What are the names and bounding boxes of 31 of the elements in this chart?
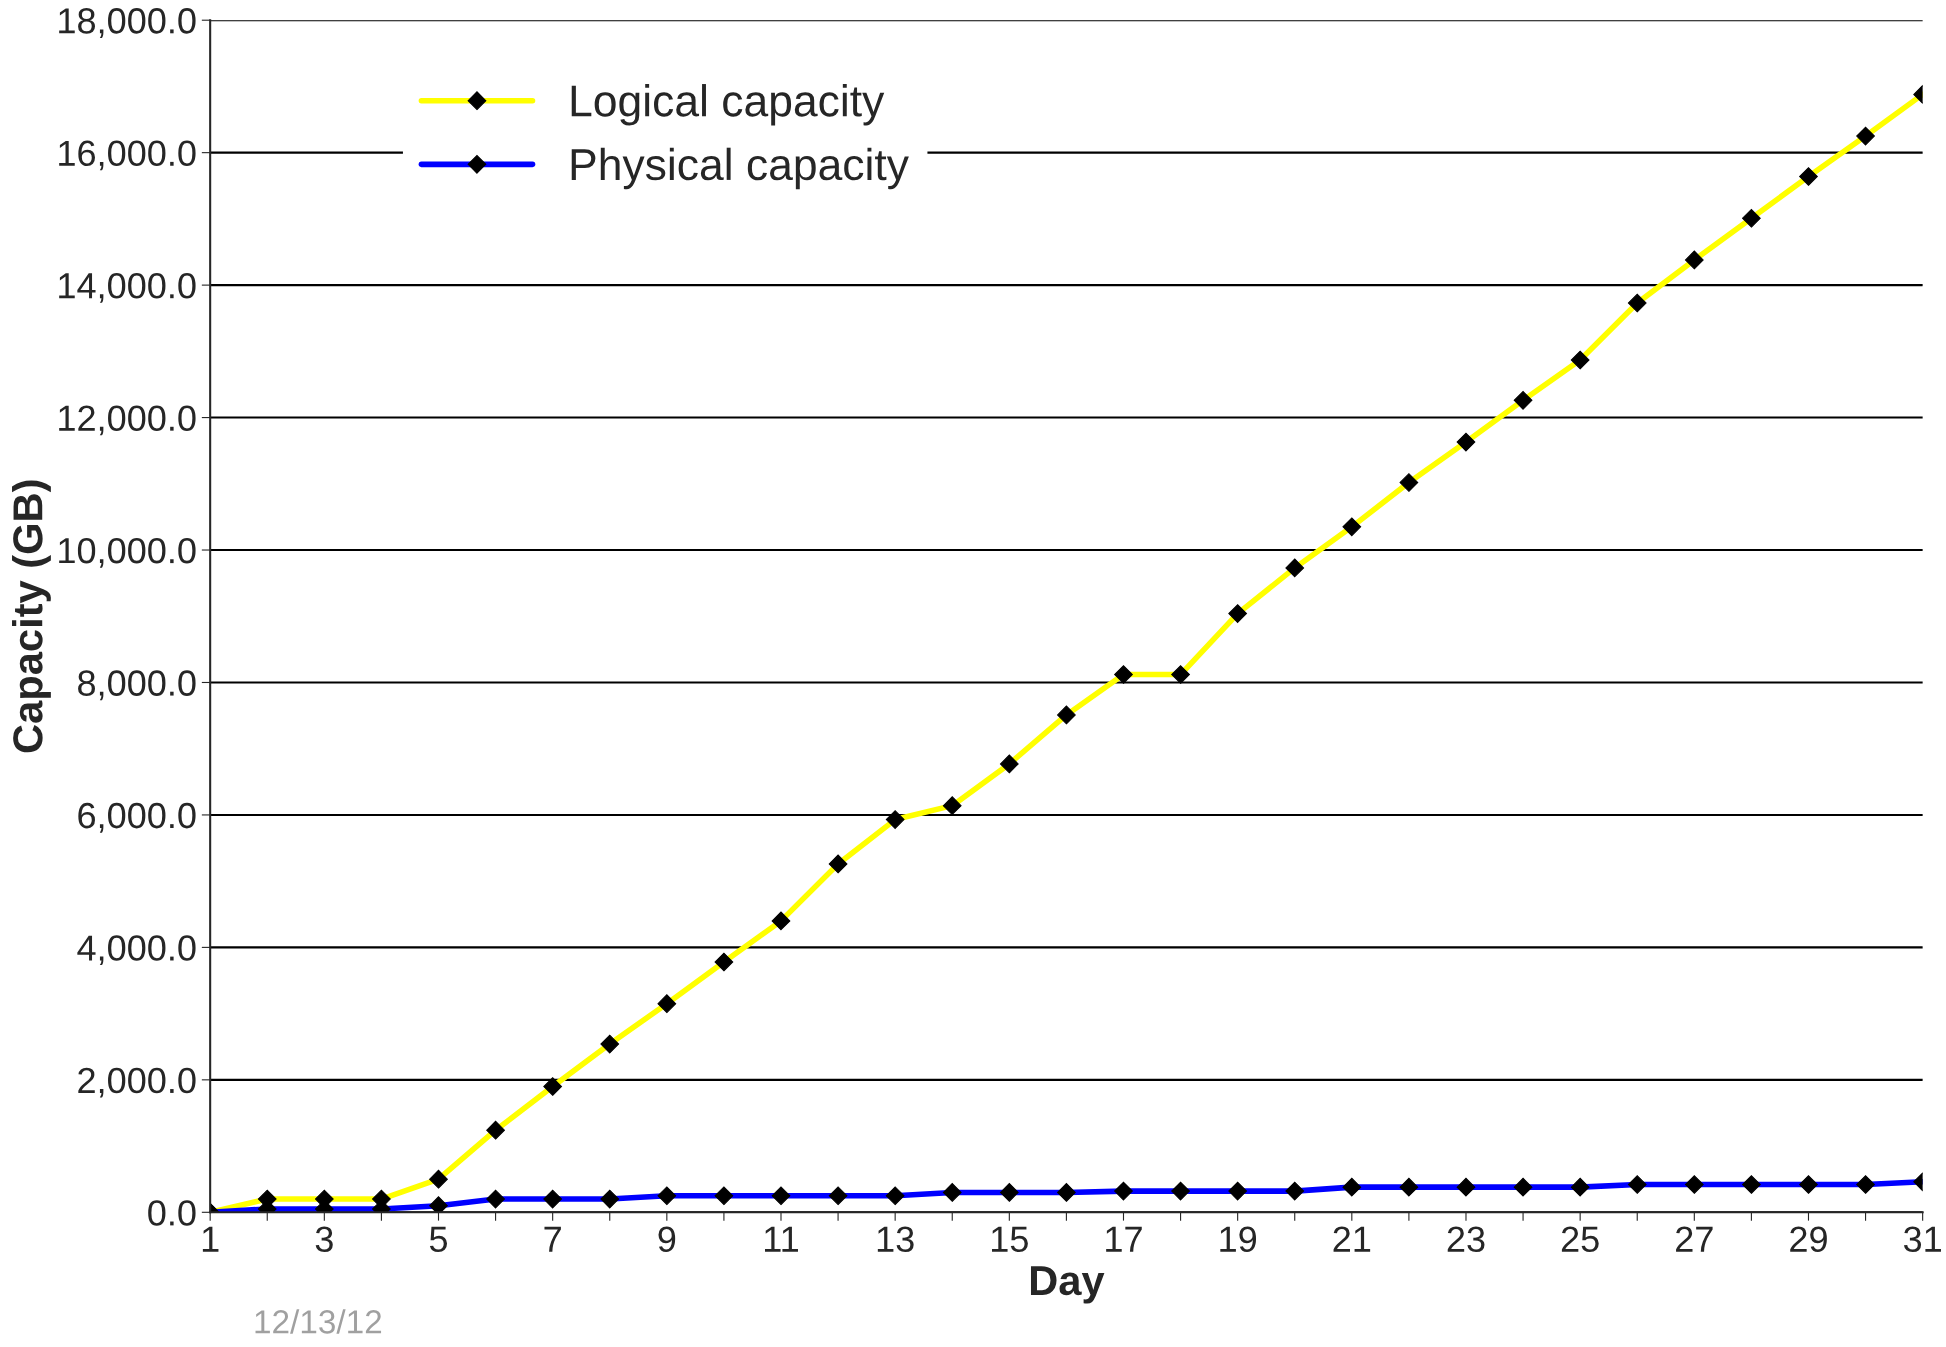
x-tick-label: 23 (1447, 1226, 1485, 1253)
text: 12/13/12 (255, 1309, 382, 1334)
x-tick-label: 1 (202, 1226, 219, 1252)
legend-label: Logical capacity (571, 84, 885, 126)
x-tick-label: 5 (429, 1226, 448, 1253)
x-tick-label: 21 (1333, 1226, 1371, 1252)
y-axis-title: Capacity (GB) (12, 480, 51, 753)
x-axis-title: Day (1030, 1266, 1105, 1304)
x-tick-label: 29 (1790, 1226, 1827, 1253)
x-tick-label: 31 (1903, 1226, 1941, 1253)
y-tick-label: 4,000.0 (77, 935, 196, 966)
y-tick-label: 10,000.0 (59, 537, 196, 568)
x-tick-label: 13 (877, 1226, 914, 1253)
y-tick-label: 16,000.0 (59, 140, 196, 171)
y-tick-label: 6,000.0 (78, 802, 196, 833)
y-tick-label: 12,000.0 (59, 405, 196, 436)
x-tick-label: 17 (1106, 1226, 1142, 1252)
y-tick-label: 2,000.0 (78, 1067, 196, 1098)
x-tick-label: 25 (1561, 1226, 1599, 1253)
x-tick-label: 7 (544, 1226, 561, 1252)
x-tick-label: 3 (315, 1226, 333, 1253)
x-tick-label: 15 (992, 1226, 1028, 1253)
y-tick-label: 18,000.0 (59, 8, 196, 38)
x-tick-label: 11 (765, 1226, 798, 1252)
legend-label: Physical capacity (571, 147, 909, 190)
x-tick-label: 9 (658, 1226, 676, 1253)
y-tick-label: 8,000.0 (78, 670, 196, 701)
y-tick-label: 14,000.0 (59, 272, 196, 303)
x-tick-label: 19 (1220, 1226, 1257, 1253)
y-tick-label: 0.0 (148, 1200, 196, 1226)
x-tick-label: 27 (1676, 1226, 1713, 1252)
